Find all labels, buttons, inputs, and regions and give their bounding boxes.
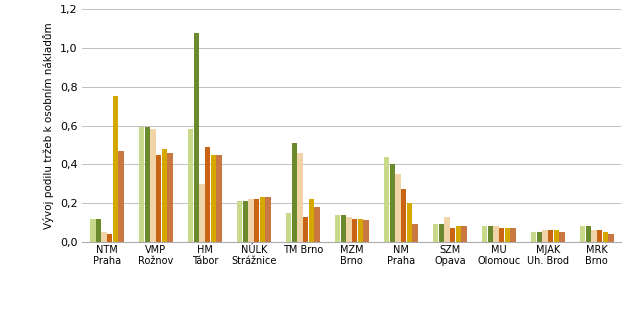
Bar [188, 130, 193, 242]
Bar [510, 228, 515, 242]
Bar [602, 232, 608, 242]
Bar [396, 174, 401, 242]
Bar [462, 226, 467, 242]
Bar [139, 127, 145, 242]
Bar [194, 33, 199, 242]
Bar [297, 153, 303, 242]
Bar [303, 217, 308, 242]
Bar [482, 226, 488, 242]
Bar [167, 153, 172, 242]
Bar [205, 147, 210, 242]
Bar [406, 203, 412, 242]
Bar [553, 230, 559, 242]
Bar [363, 220, 368, 242]
Bar [358, 219, 363, 242]
Bar [90, 219, 96, 242]
Bar [260, 197, 265, 242]
Bar [200, 184, 205, 242]
Bar [450, 228, 455, 242]
Bar [216, 155, 222, 242]
Bar [597, 230, 602, 242]
Bar [237, 201, 242, 242]
Bar [346, 217, 352, 242]
Bar [119, 151, 124, 242]
Bar [162, 149, 167, 242]
Bar [499, 228, 504, 242]
Bar [335, 215, 340, 242]
Bar [433, 224, 439, 242]
Bar [113, 96, 118, 242]
Bar [488, 226, 493, 242]
Bar [249, 199, 254, 242]
Bar [243, 201, 248, 242]
Bar [531, 232, 536, 242]
Bar [150, 130, 156, 242]
Bar [265, 197, 271, 242]
Bar [559, 232, 565, 242]
Bar [493, 226, 499, 242]
Bar [537, 232, 542, 242]
Bar [145, 127, 150, 242]
Bar [439, 224, 444, 242]
Bar [542, 230, 548, 242]
Bar [608, 234, 614, 242]
Bar [390, 164, 395, 242]
Bar [580, 226, 585, 242]
Bar [101, 232, 107, 242]
Bar [352, 219, 358, 242]
Bar [254, 199, 259, 242]
Bar [107, 234, 112, 242]
Bar [292, 143, 297, 242]
Bar [314, 207, 320, 242]
Y-axis label: Vývoj podilu tržeb k osobním nákladům: Vývoj podilu tržeb k osobním nákladům [43, 22, 55, 229]
Bar [505, 228, 510, 242]
Bar [548, 230, 553, 242]
Bar [401, 189, 406, 242]
Bar [309, 199, 314, 242]
Bar [340, 215, 346, 242]
Bar [592, 230, 597, 242]
Bar [444, 217, 450, 242]
Bar [156, 155, 162, 242]
Bar [384, 157, 389, 242]
Bar [456, 226, 461, 242]
Bar [286, 213, 292, 242]
Bar [210, 155, 216, 242]
Bar [412, 224, 418, 242]
Bar [96, 219, 101, 242]
Bar [586, 226, 591, 242]
